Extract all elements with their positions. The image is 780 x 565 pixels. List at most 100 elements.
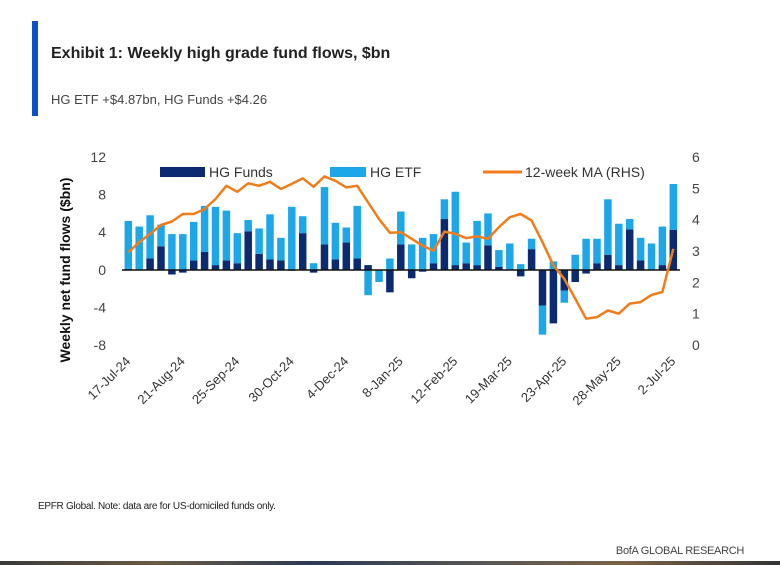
bar-hg-etf xyxy=(244,219,252,232)
legend-swatch-hg-etf xyxy=(330,167,366,177)
bar-hg-etf xyxy=(538,305,547,335)
bar-hg-etf xyxy=(386,258,394,270)
bar-hg-etf xyxy=(211,206,220,266)
bar-hg-etf xyxy=(582,238,590,270)
bar-hg-funds xyxy=(353,258,361,270)
bar-hg-etf xyxy=(288,206,296,270)
bar-hg-funds xyxy=(277,260,285,270)
bar-hg-etf xyxy=(200,205,209,252)
bar-hg-funds xyxy=(266,259,274,270)
bar-hg-funds xyxy=(440,219,449,270)
bar-hg-etf xyxy=(560,290,569,303)
bar-hg-funds xyxy=(615,265,623,270)
bar-hg-funds xyxy=(320,244,329,270)
bar-hg-etf xyxy=(604,199,612,255)
bar-hg-funds xyxy=(625,229,634,270)
x-tick-label: 2-Jul-25 xyxy=(635,354,679,398)
bar-hg-funds xyxy=(298,233,307,270)
legend-swatch-hg-funds xyxy=(160,167,205,177)
bar-hg-etf xyxy=(484,213,492,246)
bar-hg-funds xyxy=(451,265,460,270)
bar-hg-etf xyxy=(615,223,623,266)
bar-hg-funds xyxy=(658,265,667,270)
bar-hg-etf xyxy=(669,183,678,230)
bar-hg-etf xyxy=(255,228,263,254)
x-tick-label: 25-Sep-24 xyxy=(189,354,243,408)
exhibit-title: Exhibit 1: Weekly high grade fund flows,… xyxy=(51,45,391,62)
y2-tick-label: 2 xyxy=(692,274,700,290)
y2-tick-label: 5 xyxy=(692,180,700,196)
bar-hg-funds xyxy=(331,259,340,270)
bar-hg-etf xyxy=(179,234,187,270)
bar-hg-etf xyxy=(222,210,231,261)
bar-hg-etf xyxy=(516,264,525,270)
bar-hg-etf xyxy=(451,191,460,266)
bar-hg-etf xyxy=(506,243,514,270)
bar-hg-funds xyxy=(593,263,601,270)
legend-label-hg-funds: HG Funds xyxy=(209,164,273,180)
bar-hg-funds xyxy=(222,260,231,270)
y2-tick-label: 3 xyxy=(692,243,700,259)
y-tick-label: -8 xyxy=(94,337,107,353)
bar-hg-funds xyxy=(495,266,503,270)
bar-hg-etf xyxy=(146,215,154,259)
legend: HG Funds HG ETF 12-week MA (RHS) xyxy=(160,164,645,180)
x-tick-label: 21-Aug-24 xyxy=(134,354,188,408)
y2-tick-label: 0 xyxy=(692,337,700,353)
bar-hg-funds xyxy=(397,244,405,270)
bar-hg-etf xyxy=(277,237,285,261)
bar-hg-etf xyxy=(353,205,361,259)
bar-hg-etf xyxy=(298,216,307,234)
x-tick-label: 4-Dec-24 xyxy=(303,354,351,402)
y-axis-title: Weekly net fund flows ($bn) xyxy=(57,178,73,363)
x-tick-label: 8-Jan-25 xyxy=(359,354,406,401)
bar-hg-funds xyxy=(582,269,590,274)
bar-hg-etf xyxy=(135,226,143,270)
bar-hg-etf xyxy=(418,237,427,270)
legend-label-ma: 12-week MA (RHS) xyxy=(525,164,645,180)
bar-hg-etf xyxy=(462,242,470,264)
bar-hg-funds xyxy=(527,249,536,270)
bar-hg-etf xyxy=(375,269,383,283)
x-tick-label: 12-Feb-25 xyxy=(407,354,460,407)
source-note: EPFR Global. Note: data are for US-domic… xyxy=(38,501,276,512)
bar-hg-funds xyxy=(157,246,165,270)
bar-hg-funds xyxy=(255,253,263,270)
bar-hg-etf xyxy=(157,224,165,247)
bar-hg-funds xyxy=(146,258,154,270)
bar-hg-funds xyxy=(636,260,645,270)
y2-tick-label: 6 xyxy=(692,149,700,165)
legend-label-hg-etf: HG ETF xyxy=(370,164,421,180)
bar-hg-etf xyxy=(527,238,536,250)
bar-hg-funds xyxy=(342,242,351,270)
y-tick-label: 4 xyxy=(98,224,106,240)
bar-hg-etf xyxy=(495,250,503,267)
bar-hg-funds xyxy=(211,265,220,270)
bar-hg-funds xyxy=(407,269,416,279)
bar-hg-funds xyxy=(386,269,394,293)
y-tick-label: 0 xyxy=(98,262,106,278)
x-tick-label: 28-May-25 xyxy=(569,354,624,409)
y-tick-label: 12 xyxy=(90,149,106,165)
bar-hg-etf xyxy=(189,221,198,261)
bar-hg-etf xyxy=(309,263,318,270)
bar-hg-etf xyxy=(593,238,601,264)
x-tick-label: 17-Jul-24 xyxy=(84,354,133,403)
bar-hg-etf xyxy=(124,220,133,269)
bar-hg-funds xyxy=(189,260,198,270)
x-tick-label: 23-Apr-25 xyxy=(518,354,569,405)
bar-hg-etf xyxy=(636,237,645,261)
brand-label: BofA GLOBAL RESEARCH xyxy=(615,545,744,557)
bar-hg-funds xyxy=(484,245,492,270)
bar-hg-funds xyxy=(200,251,209,270)
bar-hg-funds xyxy=(233,263,242,270)
bar-hg-funds xyxy=(538,269,547,306)
bar-hg-funds xyxy=(604,254,612,270)
bar-hg-etf xyxy=(266,214,274,260)
bar-hg-funds xyxy=(549,269,558,324)
ma-line xyxy=(127,175,675,320)
bar-hg-funds xyxy=(462,263,470,270)
bar-hg-etf xyxy=(364,269,372,296)
bar-hg-funds xyxy=(364,265,372,270)
